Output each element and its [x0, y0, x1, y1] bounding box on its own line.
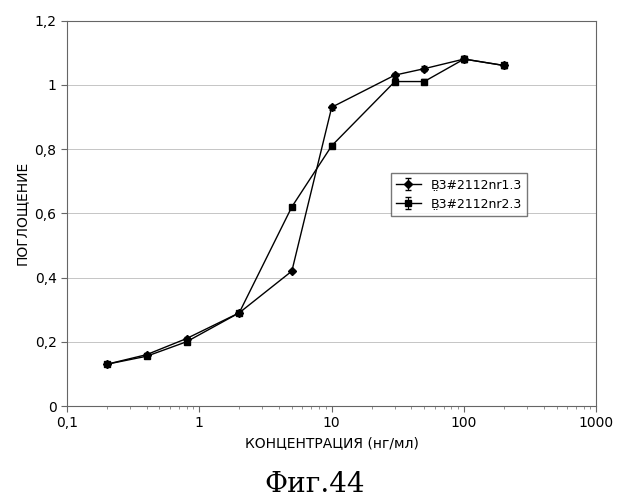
Y-axis label: ПОГЛОЩЕНИЕ: ПОГЛОЩЕНИЕ	[15, 161, 29, 266]
Legend: В̤3#2112nr1.3, В̤3#2112nr2.3: В̤3#2112nr1.3, В̤3#2112nr2.3	[391, 174, 527, 216]
Text: Фиг.44: Фиг.44	[264, 470, 365, 498]
X-axis label: КОНЦЕНТРАЦИЯ (нг/мл): КОНЦЕНТРАЦИЯ (нг/мл)	[245, 436, 419, 450]
